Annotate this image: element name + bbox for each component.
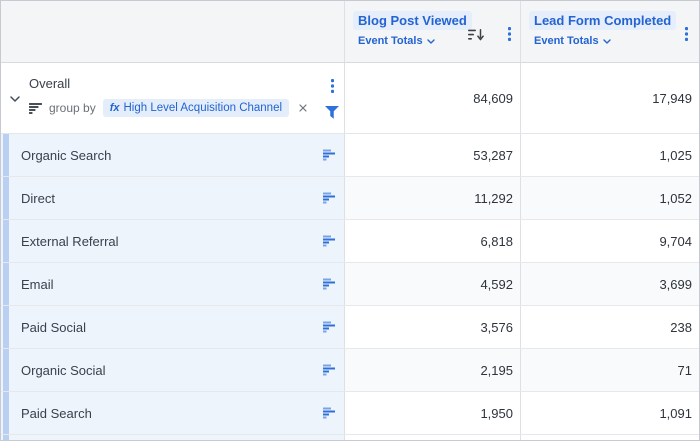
cell-value: 1,950 xyxy=(344,392,520,434)
event-totals-label: Event Totals xyxy=(534,35,599,47)
breakdown-lines-icon[interactable] xyxy=(323,192,335,204)
row-label-cell[interactable]: Paid Social xyxy=(1,306,344,348)
filter-funnel-icon[interactable] xyxy=(325,106,339,119)
row-label-cell[interactable]: Organic Social xyxy=(1,349,344,391)
cell-value: 11,292 xyxy=(344,177,520,219)
row-label: Paid Search xyxy=(21,405,92,421)
cell-value: 1,052 xyxy=(520,177,699,219)
event-totals-label: Event Totals xyxy=(358,35,423,47)
row-color-bar xyxy=(3,392,9,434)
overall-row: Overall group by fx High Level Acquisiti… xyxy=(1,63,699,134)
chevron-down-icon xyxy=(426,38,435,44)
formula-fx-icon: fx xyxy=(109,102,120,114)
group-rows-container: Organic Search 53,287 1,025 Direct xyxy=(1,134,699,435)
breakdown-lines-icon[interactable] xyxy=(323,407,335,419)
cell-value: 71 xyxy=(520,349,699,391)
row-color-bar xyxy=(3,306,9,348)
breakdown-lines-icon[interactable] xyxy=(323,235,335,247)
breakdown-lines-icon[interactable] xyxy=(323,364,335,376)
row-label-cell[interactable]: External Referral xyxy=(1,220,344,262)
breakdown-lines-icon[interactable] xyxy=(323,278,335,290)
overall-value: 84,609 xyxy=(344,63,520,133)
collapse-chevron-icon[interactable] xyxy=(10,96,20,102)
table-row: Direct 11,292 1,052 xyxy=(1,177,699,220)
column-header-2: Lead Form Completed Event Totals xyxy=(520,1,699,62)
row-label: Organic Social xyxy=(21,362,106,378)
cell-value: 4,592 xyxy=(344,263,520,305)
row-label: Organic Search xyxy=(21,147,112,163)
overall-menu-kebab-icon[interactable] xyxy=(331,79,334,93)
table-row: Email 4,592 3,699 xyxy=(1,263,699,306)
row-label: Paid Social xyxy=(21,319,87,335)
event-totals-dropdown[interactable]: Event Totals xyxy=(534,35,699,47)
group-by-icon xyxy=(29,102,42,114)
cell-value: 53,287 xyxy=(344,134,520,176)
overall-label-cell: Overall group by fx High Level Acquisiti… xyxy=(1,63,344,133)
row-label: External Referral xyxy=(21,233,119,249)
breakdown-lines-icon[interactable] xyxy=(323,321,335,333)
row-color-bar xyxy=(3,177,9,219)
cell-value: 6,818 xyxy=(344,220,520,262)
cell-value: 1,091 xyxy=(520,392,699,434)
partial-row xyxy=(1,435,699,440)
row-label: Email xyxy=(21,276,54,292)
remove-group-by-close-icon[interactable] xyxy=(299,104,307,112)
cell-value: 238 xyxy=(520,306,699,348)
cell-value: 9,704 xyxy=(520,220,699,262)
table-row: Organic Search 53,287 1,025 xyxy=(1,134,699,177)
group-by-label: group by xyxy=(49,101,96,115)
row-color-bar xyxy=(3,263,9,305)
table-row: Organic Social 2,195 71 xyxy=(1,349,699,392)
table-header-row: Blog Post Viewed Event Totals xyxy=(1,1,699,63)
column-header-1: Blog Post Viewed Event Totals xyxy=(344,1,520,62)
row-color-bar xyxy=(3,134,9,176)
header-corner-cell xyxy=(1,1,344,62)
event-totals-dropdown[interactable]: Event Totals xyxy=(358,35,520,47)
table-row: Paid Social 3,576 238 xyxy=(1,306,699,349)
column-menu-kebab-icon[interactable] xyxy=(685,27,688,41)
breakdown-lines-icon[interactable] xyxy=(323,149,335,161)
row-label-cell[interactable]: Direct xyxy=(1,177,344,219)
row-label-cell[interactable]: Email xyxy=(1,263,344,305)
group-by-property-name: High Level Acquisition Channel xyxy=(123,102,283,114)
column-menu-kebab-icon[interactable] xyxy=(508,27,511,41)
chevron-down-icon xyxy=(602,38,611,44)
sort-descending-icon[interactable] xyxy=(468,29,484,41)
row-color-bar xyxy=(3,349,9,391)
group-by-line: group by fx High Level Acquisition Chann… xyxy=(29,99,344,117)
row-label-cell[interactable]: Paid Search xyxy=(1,392,344,434)
overall-label: Overall xyxy=(29,76,71,91)
cell-value: 2,195 xyxy=(344,349,520,391)
table-row: Paid Search 1,950 1,091 xyxy=(1,392,699,435)
row-color-bar xyxy=(3,220,9,262)
column-title[interactable]: Blog Post Viewed xyxy=(353,11,472,30)
cell-value: 1,025 xyxy=(520,134,699,176)
cell-value: 3,576 xyxy=(344,306,520,348)
row-color-bar xyxy=(3,435,9,440)
column-title[interactable]: Lead Form Completed xyxy=(529,11,677,30)
overall-value: 17,949 xyxy=(520,63,699,133)
cell-value: 3,699 xyxy=(520,263,699,305)
table-row: External Referral 6,818 9,704 xyxy=(1,220,699,263)
row-label: Direct xyxy=(21,190,55,206)
row-label-cell[interactable]: Organic Search xyxy=(1,134,344,176)
group-by-property-chip[interactable]: fx High Level Acquisition Channel xyxy=(102,99,290,117)
